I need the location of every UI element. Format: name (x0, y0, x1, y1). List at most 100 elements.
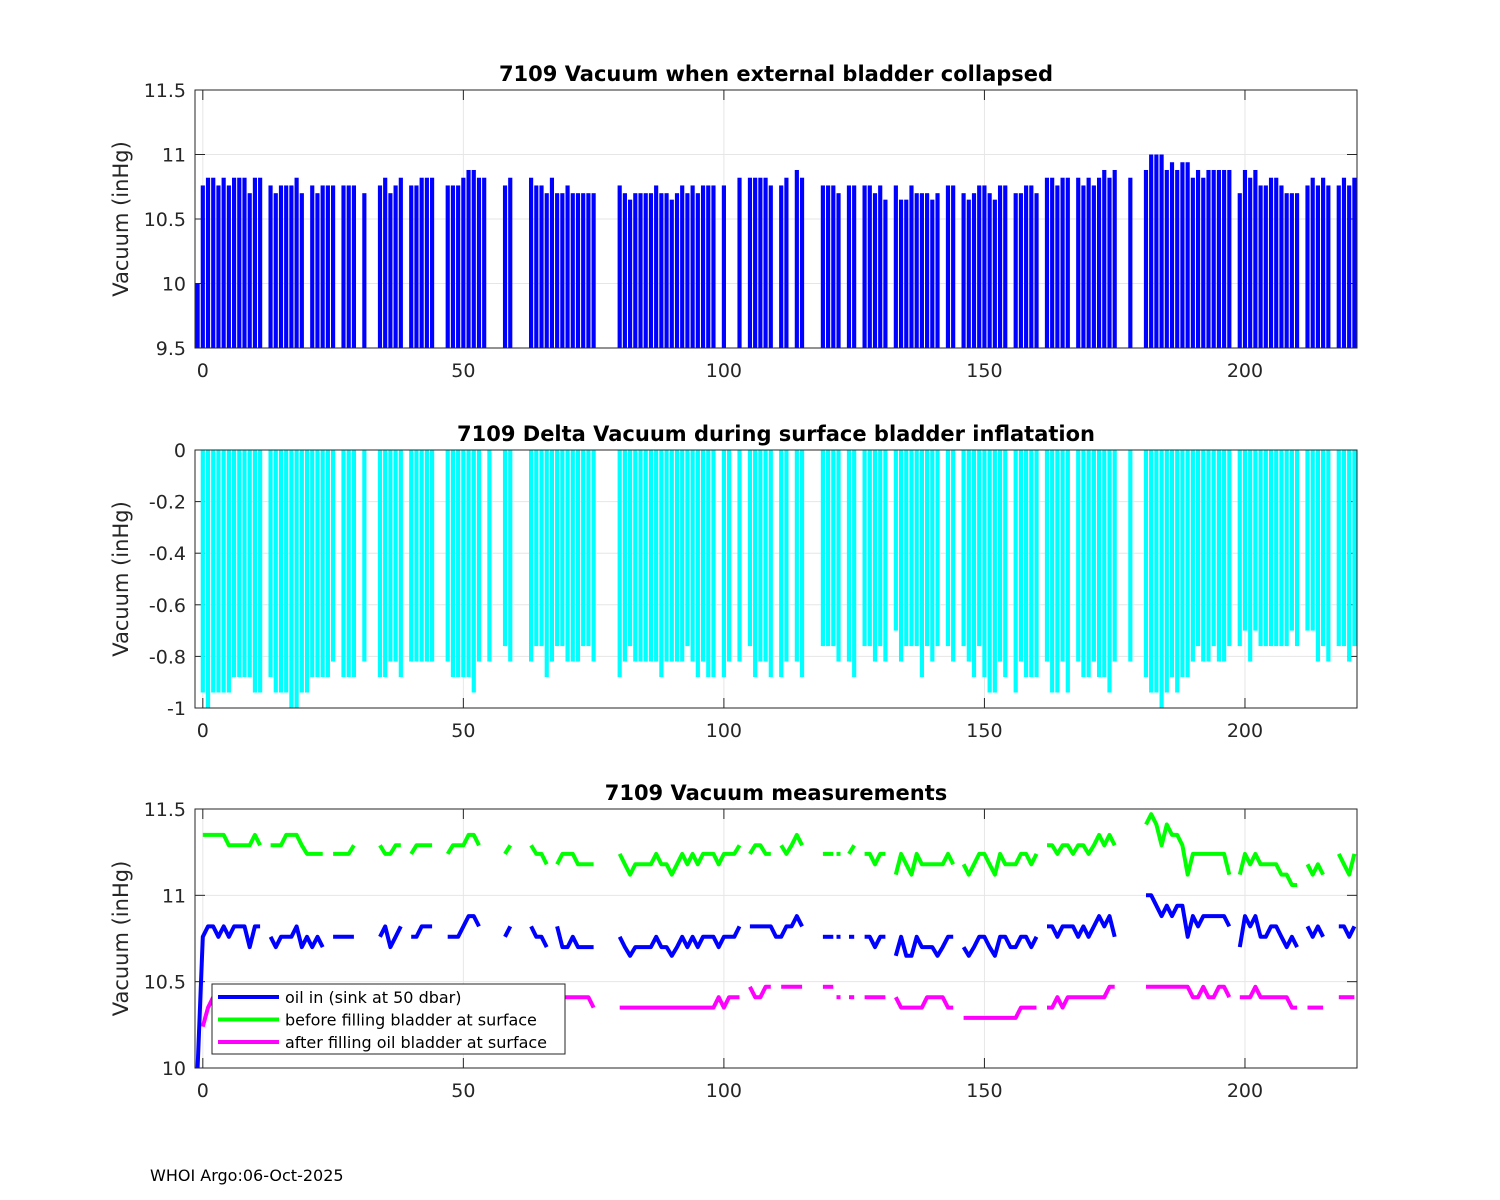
bar (836, 193, 841, 348)
y-tick-label: -1 (167, 698, 186, 720)
bar (1305, 450, 1310, 631)
bar (362, 450, 367, 662)
bar (872, 450, 878, 662)
bar (987, 193, 992, 348)
x-tick-label: 0 (197, 720, 209, 742)
bar (565, 450, 570, 662)
bar (737, 450, 742, 662)
bar (466, 169, 471, 348)
bar (502, 450, 508, 647)
bar (633, 450, 638, 662)
bar (211, 177, 216, 348)
y-tick-label: -0.4 (149, 543, 186, 565)
series-line-1 (1338, 924, 1357, 939)
bar (299, 450, 304, 693)
bar (419, 177, 424, 348)
bar (221, 177, 226, 348)
bar (1310, 177, 1315, 348)
bar (315, 450, 320, 678)
bar (721, 185, 726, 348)
y-tick-label: 9.5 (156, 338, 186, 360)
bar (1091, 185, 1096, 348)
bar (1055, 185, 1060, 348)
series-line-2 (333, 844, 356, 856)
bar (555, 450, 560, 647)
bar (1081, 450, 1086, 678)
bar (1274, 177, 1279, 348)
bar (883, 199, 888, 348)
series-line-2 (1144, 812, 1232, 877)
bar (487, 450, 492, 662)
bar (388, 193, 393, 348)
bar (784, 177, 789, 348)
bar (575, 193, 581, 348)
bar (997, 185, 1003, 348)
bar (450, 450, 456, 678)
series-line-2 (1337, 853, 1357, 877)
bar (1143, 450, 1149, 678)
bar (1029, 185, 1034, 348)
bar (1321, 177, 1326, 348)
bar (1154, 450, 1159, 693)
bar (779, 450, 784, 678)
bar (799, 177, 805, 348)
series-line-3 (619, 995, 740, 1010)
bar (419, 450, 424, 662)
bar (1180, 450, 1185, 678)
bar (1055, 450, 1060, 693)
series-line-3 (1047, 984, 1115, 1010)
y-tick-label: 0 (174, 440, 186, 462)
bar (1128, 177, 1133, 348)
series-line-1 (1305, 924, 1325, 939)
bar (831, 450, 836, 647)
x-tick-label: 0 (197, 360, 209, 382)
bar (1107, 450, 1112, 693)
bar (1289, 450, 1294, 631)
series-line-2 (1305, 862, 1325, 877)
series-line-2 (748, 843, 771, 856)
bar (794, 450, 799, 662)
bar (304, 450, 310, 693)
bar (878, 185, 883, 348)
series-line-3 (1239, 984, 1298, 1010)
bar (1018, 450, 1023, 662)
bar (659, 193, 664, 348)
bar (1050, 450, 1055, 693)
y-tick-label: 10.5 (144, 209, 186, 231)
bar (831, 185, 836, 348)
bar (284, 450, 289, 693)
bar (784, 450, 789, 662)
bar (581, 450, 586, 647)
bar (919, 193, 924, 348)
bar (1190, 450, 1195, 662)
chart-title: 7109 Vacuum when external bladder collap… (499, 62, 1053, 86)
bar (377, 450, 383, 678)
y-tick-label: 11 (162, 145, 186, 167)
bar (570, 450, 575, 662)
bar (216, 185, 221, 348)
legend-entry: after filling oil bladder at surface (285, 1033, 547, 1052)
bar (1258, 185, 1263, 348)
bar (1305, 185, 1310, 348)
bar (872, 193, 878, 348)
bar (898, 199, 904, 348)
series-line-1 (1146, 893, 1232, 939)
bar (320, 185, 325, 348)
bar (914, 450, 919, 647)
bar (1284, 450, 1289, 647)
series-line-2 (270, 832, 323, 856)
bar (893, 185, 898, 348)
bar (1143, 169, 1149, 348)
bar (549, 450, 555, 662)
series-line-3 (748, 984, 771, 1000)
bar (456, 450, 461, 678)
bar (502, 185, 508, 348)
bar (971, 193, 977, 348)
bar (846, 450, 852, 662)
bar (1076, 450, 1081, 662)
bar (1242, 169, 1248, 348)
bar (1050, 177, 1055, 348)
bar (424, 177, 429, 348)
bar (669, 450, 674, 662)
bar (1201, 450, 1206, 662)
